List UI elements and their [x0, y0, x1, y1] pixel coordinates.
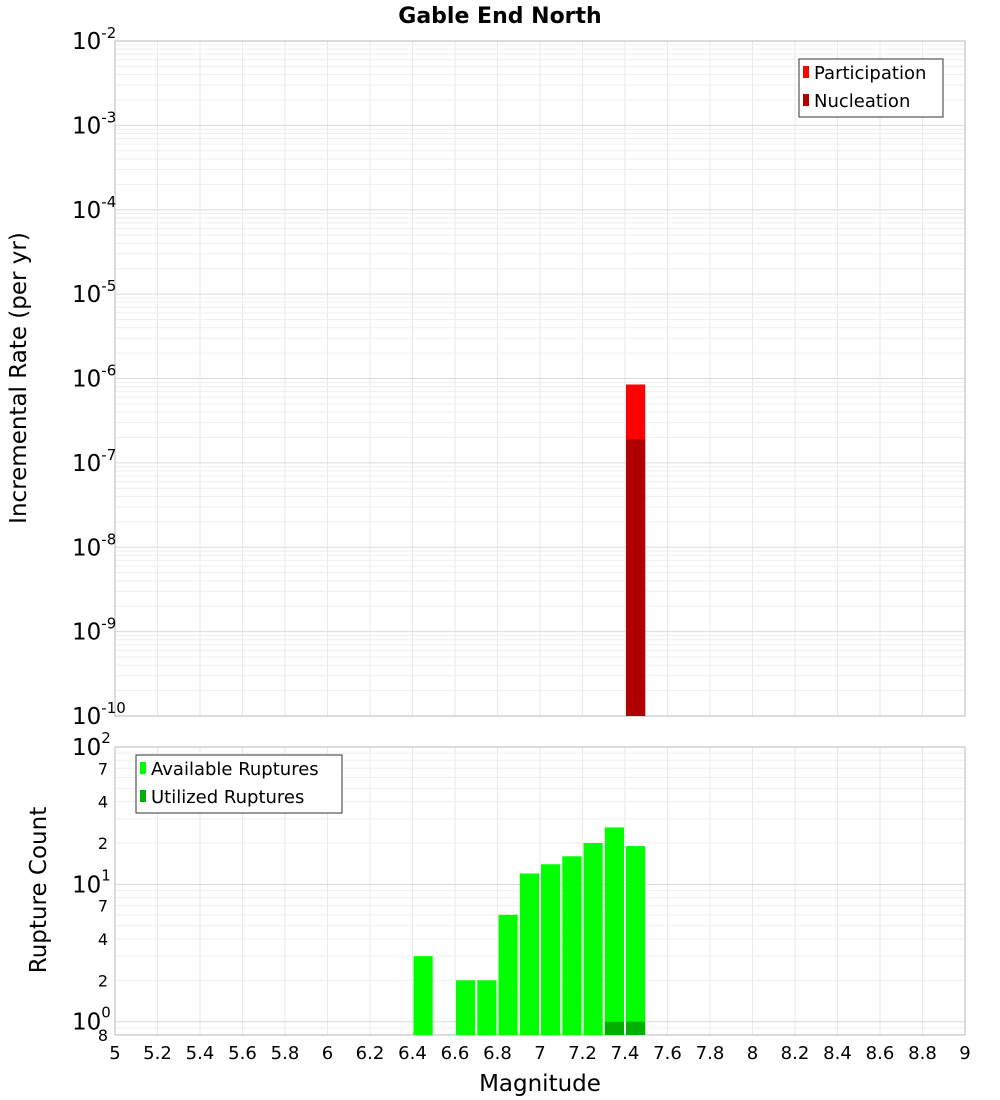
rate-panel-legend: Participation Nucleation [798, 58, 944, 118]
legend-swatch [140, 790, 146, 802]
bar-available-ruptures [541, 864, 561, 1035]
legend-swatch [140, 762, 146, 774]
x-tick-label: 8.2 [781, 1043, 810, 1064]
y-minor-tick-label: 4 [98, 930, 108, 949]
y-tick-label: 10-3 [72, 108, 116, 139]
y-tick-label: 10-9 [72, 615, 116, 646]
legend-label: Participation [814, 63, 926, 84]
bar-available-ruptures [604, 827, 624, 1035]
y-tick-label: 10-5 [72, 277, 116, 308]
x-tick-label: 6.8 [483, 1043, 512, 1064]
y-tick-label: 10-7 [72, 446, 116, 477]
bar-available-ruptures [583, 843, 603, 1035]
x-tick-label: 7 [534, 1043, 545, 1064]
x-tick-label: 9 [959, 1043, 970, 1064]
bar-nucleation [626, 439, 646, 716]
count-panel-ylabel: Rupture Count [26, 807, 52, 973]
y-tick-label: 10-6 [72, 362, 116, 393]
count-panel-bars [413, 827, 646, 1035]
x-axis-ticks: 5 5.2 5.4 5.6 5.8 6 6.2 6.4 6.6 6.8 7 7.2 7.4 7.6 7.8 8… [109, 1043, 970, 1064]
y-minor-tick-label: 8 [98, 1026, 108, 1045]
x-tick-label: 5.8 [271, 1043, 300, 1064]
x-tick-label: 7.4 [611, 1043, 640, 1064]
y-minor-tick-label: 4 [98, 793, 108, 812]
x-tick-label: 7.6 [653, 1043, 682, 1064]
x-tick-label: 8.8 [908, 1043, 937, 1064]
legend-label: Available Ruptures [151, 759, 319, 780]
legend-swatch [803, 66, 809, 78]
legend-label: Nucleation [814, 91, 910, 112]
legend-label: Utilized Ruptures [151, 787, 304, 808]
x-tick-label: 5.4 [186, 1043, 215, 1064]
bar-available-ruptures [562, 856, 582, 1035]
rate-panel-ylabel: Incremental Rate (per yr) [6, 232, 32, 524]
bar-utilized-ruptures [626, 1021, 646, 1035]
x-tick-label: 8 [747, 1043, 758, 1064]
bar-utilized-ruptures [604, 1021, 624, 1035]
x-axis-label: Magnitude [479, 1071, 601, 1097]
bar-available-ruptures [413, 956, 433, 1035]
x-tick-label: 7.2 [568, 1043, 597, 1064]
y-minor-tick-label: 2 [98, 971, 108, 990]
legend-box [798, 58, 944, 118]
chart-title: Gable End North [398, 4, 601, 29]
legend-box [135, 754, 343, 814]
count-panel-legend: Available Ruptures Utilized Ruptures [135, 754, 343, 814]
count-panel-y-ticks: 102 101 100 7 4 2 7 4 2 8 [72, 729, 111, 1045]
x-tick-label: 8.6 [866, 1043, 895, 1064]
x-tick-label: 5.6 [228, 1043, 257, 1064]
bar-available-ruptures [498, 914, 518, 1035]
bar-available-ruptures [477, 980, 497, 1035]
x-tick-label: 5 [109, 1043, 120, 1064]
x-tick-label: 6.2 [356, 1043, 385, 1064]
y-tick-label: 101 [72, 866, 111, 898]
y-tick-label: 10-8 [72, 530, 116, 561]
x-tick-label: 6 [322, 1043, 333, 1064]
x-tick-label: 5.2 [143, 1043, 172, 1064]
bar-available-ruptures [456, 980, 476, 1035]
x-tick-label: 7.8 [696, 1043, 725, 1064]
bar-available-ruptures [626, 846, 646, 1035]
x-tick-label: 6.6 [441, 1043, 470, 1064]
x-tick-label: 6.4 [398, 1043, 427, 1064]
rate-panel-bars [626, 384, 646, 716]
y-minor-tick-label: 7 [98, 759, 108, 778]
y-tick-label: 100 [72, 1004, 111, 1036]
legend-swatch [803, 94, 809, 106]
bar-available-ruptures [519, 873, 539, 1035]
y-tick-label: 10-10 [72, 699, 126, 730]
rate-panel-y-ticks: 10-2 10-3 10-4 10-5 10-6 10-7 10-8 10-9 10-10 [72, 24, 126, 730]
rate-panel-grid [114, 40, 966, 717]
y-tick-label: 10-2 [72, 24, 116, 55]
rate-panel-frame [114, 40, 966, 717]
y-tick-label: 102 [72, 729, 111, 761]
y-tick-label: 10-4 [72, 193, 116, 224]
y-minor-tick-label: 2 [98, 834, 108, 853]
x-tick-label: 8.4 [823, 1043, 852, 1064]
y-minor-tick-label: 7 [98, 897, 108, 916]
count-panel-frame [114, 746, 966, 1036]
